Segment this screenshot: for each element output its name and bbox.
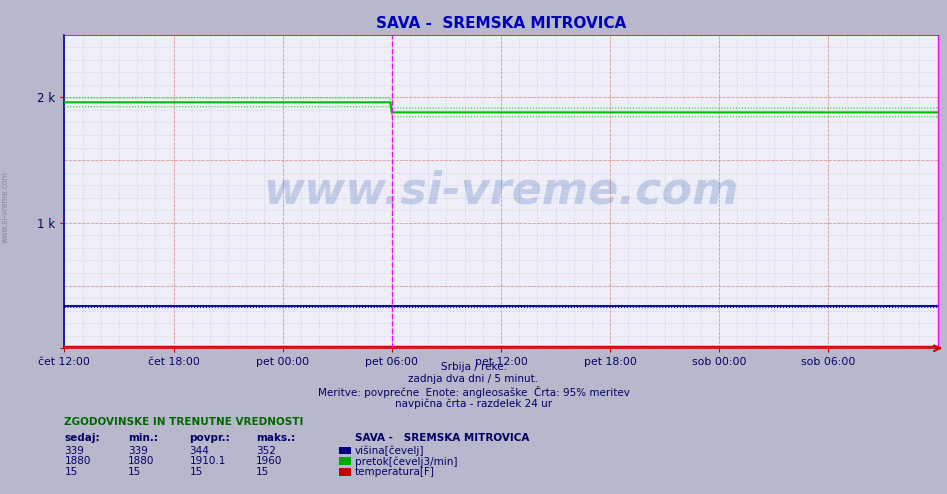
Text: ZGODOVINSKE IN TRENUTNE VREDNOSTI: ZGODOVINSKE IN TRENUTNE VREDNOSTI bbox=[64, 417, 304, 427]
Text: višina[čevelj]: višina[čevelj] bbox=[355, 446, 424, 456]
Text: 1880: 1880 bbox=[64, 456, 91, 466]
Text: temperatura[F]: temperatura[F] bbox=[355, 467, 435, 477]
Text: maks.:: maks.: bbox=[256, 433, 295, 443]
Text: 1910.1: 1910.1 bbox=[189, 456, 225, 466]
Text: pretok[čevelj3/min]: pretok[čevelj3/min] bbox=[355, 456, 457, 467]
Text: min.:: min.: bbox=[128, 433, 158, 443]
Text: SAVA -   SREMSKA MITROVICA: SAVA - SREMSKA MITROVICA bbox=[355, 433, 529, 443]
Text: povpr.:: povpr.: bbox=[189, 433, 230, 443]
Text: 1880: 1880 bbox=[128, 456, 154, 466]
Text: 339: 339 bbox=[64, 446, 84, 455]
Text: 15: 15 bbox=[64, 467, 78, 477]
Text: 15: 15 bbox=[189, 467, 203, 477]
Text: Meritve: povprečne  Enote: angleosaške  Črta: 95% meritev: Meritve: povprečne Enote: angleosaške Čr… bbox=[317, 386, 630, 398]
Text: 15: 15 bbox=[128, 467, 141, 477]
Text: www.si-vreme.com: www.si-vreme.com bbox=[0, 171, 9, 244]
Text: Srbija / reke.: Srbija / reke. bbox=[440, 362, 507, 371]
Text: 15: 15 bbox=[256, 467, 269, 477]
Text: 352: 352 bbox=[256, 446, 276, 455]
Text: www.si-vreme.com: www.si-vreme.com bbox=[263, 170, 739, 213]
Text: navpična črta - razdelek 24 ur: navpična črta - razdelek 24 ur bbox=[395, 399, 552, 409]
Text: 344: 344 bbox=[189, 446, 209, 455]
Title: SAVA -  SREMSKA MITROVICA: SAVA - SREMSKA MITROVICA bbox=[376, 16, 626, 31]
Text: 1960: 1960 bbox=[256, 456, 282, 466]
Text: sedaj:: sedaj: bbox=[64, 433, 100, 443]
Text: 339: 339 bbox=[128, 446, 148, 455]
Text: zadnja dva dni / 5 minut.: zadnja dva dni / 5 minut. bbox=[408, 374, 539, 384]
